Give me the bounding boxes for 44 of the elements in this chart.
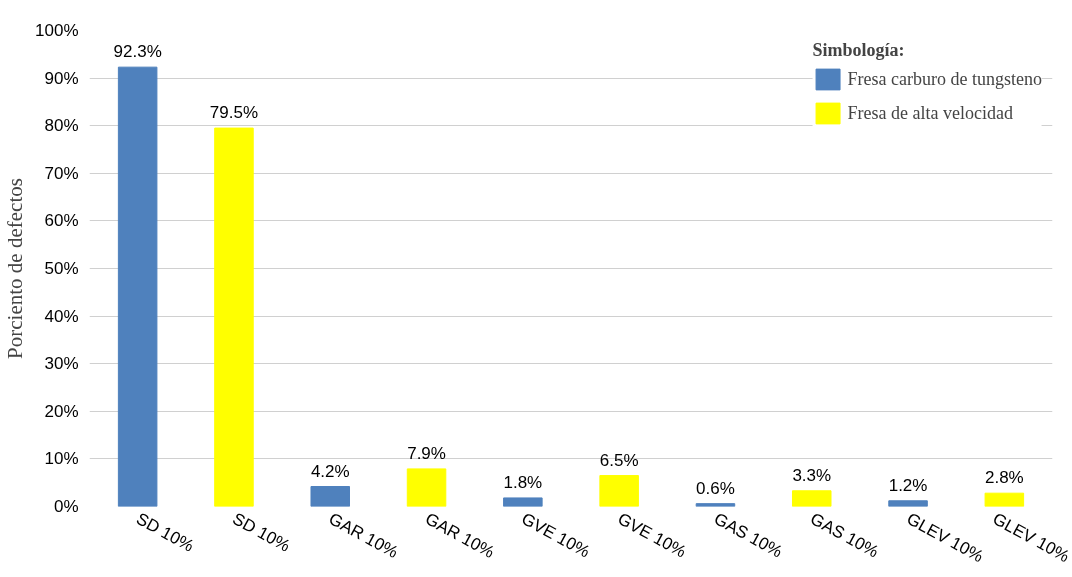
data-label: 4.2% [310, 461, 350, 481]
bar [310, 486, 351, 507]
legend-label: Fresa de alta velocidad [847, 102, 1013, 124]
y-tick-label: 40% [44, 306, 79, 326]
bar [214, 127, 254, 507]
data-label: 79.5% [209, 103, 259, 123]
bar [117, 66, 158, 507]
x-tick-label: GLEV 10% [903, 509, 987, 567]
bar [599, 475, 639, 507]
x-tick-label: GVE 10% [614, 509, 690, 562]
x-tick-label: GAS 10% [710, 509, 786, 562]
y-tick-label: 10% [44, 449, 79, 469]
legend-label: Fresa carburo de tungsteno [847, 68, 1042, 90]
y-tick-label: 20% [44, 401, 79, 421]
y-tick-label: 50% [44, 259, 79, 278]
data-label: 1.2% [888, 475, 928, 495]
x-tick-label: SD 10% [133, 509, 197, 556]
bar [888, 500, 928, 507]
y-tick-label: 70% [44, 163, 79, 183]
bar [984, 492, 1025, 507]
x-tick-label: GAS 10% [807, 509, 882, 562]
legend-title: Simbología: [812, 40, 906, 61]
x-tick-label: GAR 10% [422, 509, 498, 563]
y-axis-title: Porciento de defectos [3, 178, 28, 359]
data-label: 3.3% [792, 465, 832, 485]
y-tick-label: 80% [44, 116, 79, 136]
x-tick-label: SD 10% [229, 509, 294, 556]
x-tick-label: GAR 10% [325, 509, 402, 563]
y-tick-label: 90% [44, 68, 79, 88]
x-tick-label: GLEV 10% [989, 509, 1072, 567]
y-tick-label: 30% [44, 354, 79, 374]
data-label: 6.5% [599, 450, 639, 470]
y-tick-label: 60% [44, 211, 79, 231]
x-tick-label: GVE 10% [518, 509, 593, 562]
bar [503, 497, 543, 507]
bar [791, 490, 832, 507]
y-tick-label: 100% [35, 21, 79, 40]
y-tick-label: 0% [53, 497, 79, 516]
data-label: 7.9% [407, 443, 446, 463]
data-label: 1.8% [503, 472, 543, 492]
bar [406, 468, 447, 507]
data-label: 92.3% [113, 42, 162, 62]
data-label: 2.8% [984, 468, 1024, 488]
data-label: 0.6% [696, 478, 735, 498]
